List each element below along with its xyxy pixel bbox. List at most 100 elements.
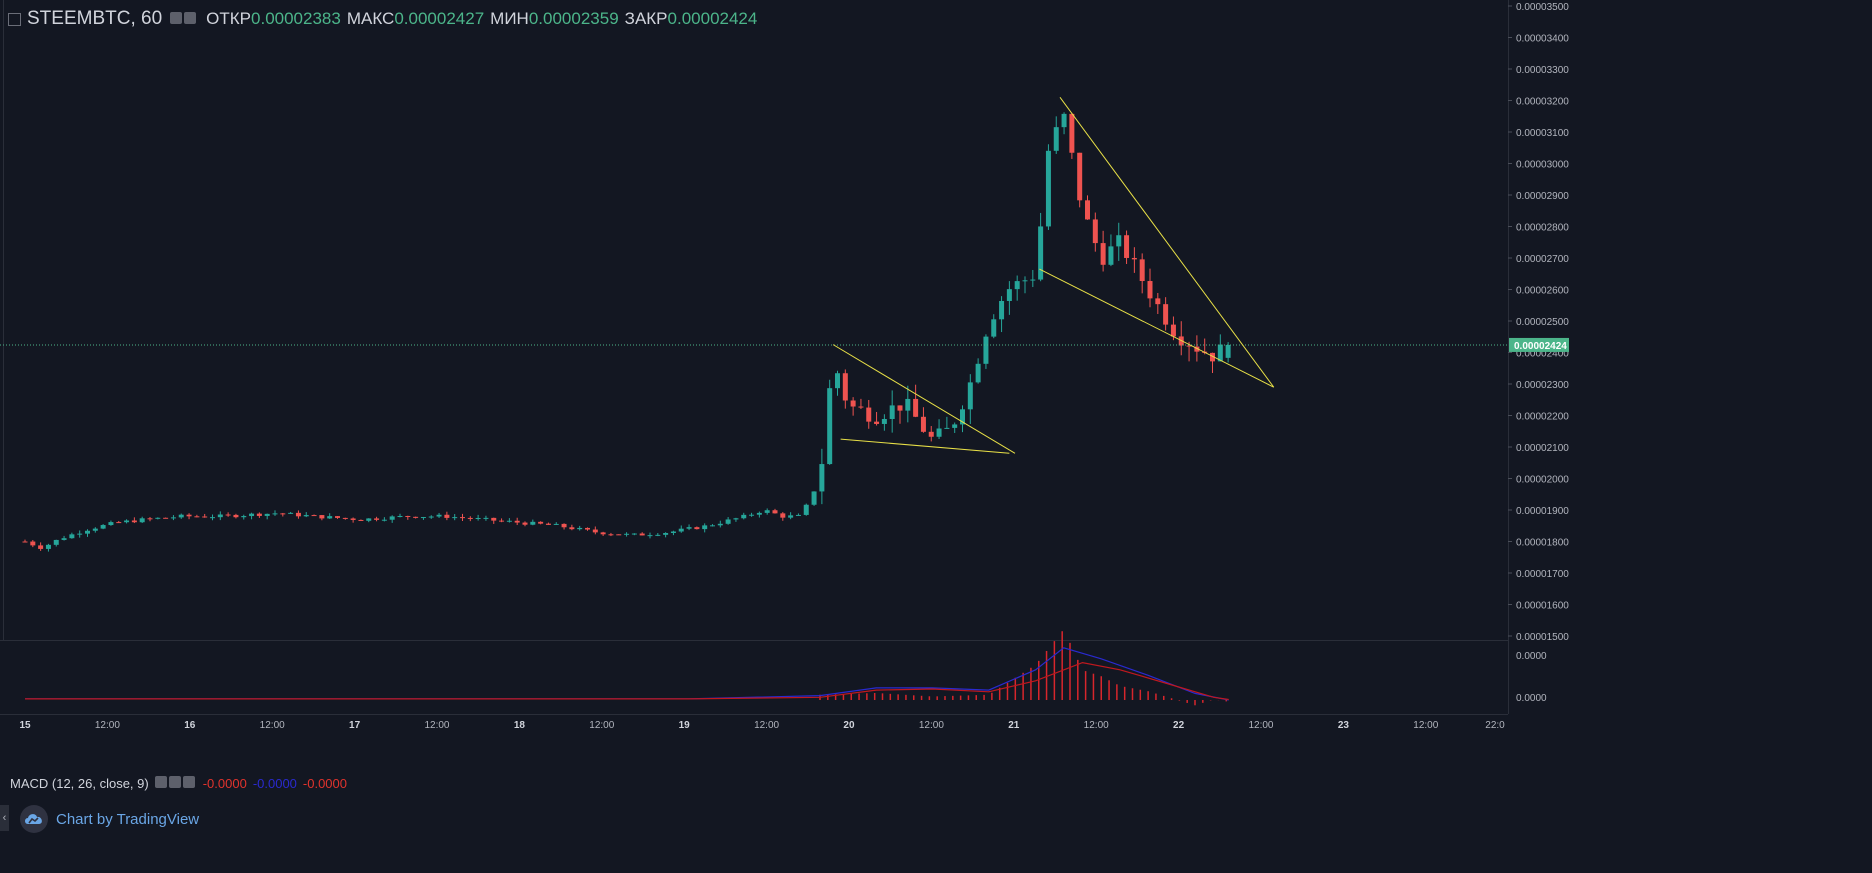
price-tick-label: 0.00002700 <box>1516 254 1569 265</box>
candle-body <box>124 520 130 523</box>
candle-body <box>1085 200 1090 220</box>
candle-body <box>1116 235 1122 247</box>
candle-body <box>1100 243 1106 265</box>
collapse-icon[interactable] <box>8 12 21 26</box>
symbol-name[interactable]: STEEMBTC, 60 <box>27 8 163 29</box>
candle-body <box>647 535 653 537</box>
candle-body <box>772 510 778 514</box>
legend-buttons[interactable] <box>170 9 198 29</box>
candle-body <box>835 373 840 389</box>
candle-body <box>553 523 559 525</box>
candlestick-series <box>22 112 1231 552</box>
candle-body <box>452 517 458 519</box>
candle-body <box>1014 281 1020 290</box>
candle-body <box>756 512 762 515</box>
candle-body <box>178 514 184 518</box>
candle-body <box>663 533 669 535</box>
candle-body <box>889 405 895 419</box>
candle-body <box>514 520 520 523</box>
macd-signal-value: -0.0000 <box>302 776 347 791</box>
tradingview-branding[interactable]: Chart by TradingView <box>20 805 199 833</box>
last-price-badge <box>1509 337 1569 352</box>
tradingview-label: Chart by TradingView <box>56 810 200 828</box>
candle-body <box>506 520 512 522</box>
candle-body <box>741 514 747 519</box>
price-tick-label: 0.00002900 <box>1516 191 1569 202</box>
candle-body <box>413 516 419 518</box>
candle-body <box>405 515 411 517</box>
candle-body <box>217 514 223 518</box>
candle-body <box>186 514 192 517</box>
candle-body <box>1170 324 1176 337</box>
candle-body <box>952 424 958 428</box>
candle-body <box>1225 344 1231 358</box>
price-tick-label: 0.00001700 <box>1516 569 1569 580</box>
candle-body <box>936 428 942 437</box>
candle-body <box>561 523 567 528</box>
candle-body <box>897 405 903 411</box>
candle-body <box>499 520 505 522</box>
candle-body <box>241 516 247 518</box>
eye-icon[interactable] <box>154 776 167 788</box>
settings-icon[interactable] <box>170 12 183 24</box>
price-tick-label: 0.00002200 <box>1516 412 1569 423</box>
candle-body <box>733 518 739 520</box>
time-tick-label: 20 <box>843 720 855 731</box>
candle-body <box>960 409 965 425</box>
candle-body <box>444 514 450 518</box>
candle-body <box>303 515 309 517</box>
candle-body <box>717 523 723 526</box>
macd-title[interactable]: MACD (12, 26, close, 9) <box>10 776 149 791</box>
candle-body <box>1124 235 1130 258</box>
high-value: 0.00002427 <box>394 9 485 28</box>
candle-body <box>280 513 286 515</box>
candle-body <box>1210 352 1215 362</box>
candle-body <box>522 522 528 525</box>
price-tick-label: 0.00002100 <box>1516 443 1569 454</box>
price-tick-label: 0.00002500 <box>1516 317 1569 328</box>
candle-body <box>342 517 348 519</box>
price-tick-label: 0.00003300 <box>1516 65 1569 76</box>
candle-body <box>45 544 51 549</box>
candle-body <box>928 431 934 437</box>
candle-body <box>1131 257 1137 260</box>
candle-body <box>420 517 426 519</box>
candle-body <box>319 515 325 519</box>
low-value: 0.00002359 <box>528 9 619 28</box>
candle-body <box>624 533 630 535</box>
candle-body <box>639 533 645 536</box>
candle-body <box>905 398 911 411</box>
candle-body <box>858 406 864 408</box>
settings-icon[interactable] <box>168 776 181 788</box>
candle-body <box>350 518 356 520</box>
candle-body <box>694 527 700 530</box>
price-tick-label: 0.00001600 <box>1516 601 1569 612</box>
close-icon[interactable] <box>184 12 197 24</box>
open-label: ОТКР <box>206 9 252 28</box>
candle-body <box>1147 281 1153 299</box>
time-tick-label: 12:00 <box>260 720 285 731</box>
time-tick-label: 12:00 <box>1248 720 1273 731</box>
collapse-arrow-icon[interactable]: ‹ <box>0 805 9 831</box>
candle-body <box>428 516 434 518</box>
price-tick-label: 0.00001900 <box>1516 506 1569 517</box>
candle-body <box>225 514 231 516</box>
candle-body <box>491 517 497 521</box>
candle-body <box>335 516 340 518</box>
macd-signal-line <box>25 661 1229 701</box>
macd-legend: MACD (12, 26, close, 9) -0.0000 -0.0000 … <box>10 776 347 791</box>
price-tick-label: 0.00002300 <box>1516 380 1569 391</box>
time-tick-label: 17 <box>349 720 361 731</box>
candle-body <box>1155 298 1161 305</box>
candle-body <box>116 522 122 524</box>
candle-body <box>670 531 676 534</box>
candle-body <box>147 518 153 520</box>
macd-buttons[interactable] <box>154 776 197 791</box>
close-icon[interactable] <box>182 776 195 788</box>
price-tick-label: 0.00003400 <box>1516 34 1569 45</box>
candle-body <box>975 363 981 383</box>
candle-body <box>991 319 997 337</box>
candle-body <box>1045 150 1051 227</box>
price-tick-label: 0.00002800 <box>1516 223 1569 234</box>
